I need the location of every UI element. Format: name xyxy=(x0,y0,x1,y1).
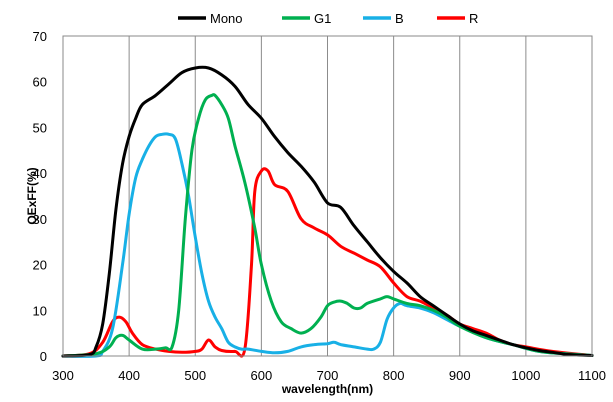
y-tick-label: 30 xyxy=(33,212,47,227)
y-tick-label: 60 xyxy=(33,75,47,90)
x-axis-title: wavelength(nm) xyxy=(281,382,373,396)
series-line-g1 xyxy=(61,93,594,358)
legend-label-mono: Mono xyxy=(210,11,243,26)
legend-label-b: B xyxy=(395,11,404,26)
x-tick-label: 900 xyxy=(449,368,471,383)
plot-area-frame xyxy=(62,35,593,357)
chart-legend: Mono G1 B R xyxy=(178,11,478,26)
y-axis-title: QExFF(%) xyxy=(25,167,39,224)
x-tick-label: 400 xyxy=(118,368,140,383)
y-tick-label: 0 xyxy=(40,349,47,364)
y-tick-label: 50 xyxy=(33,120,47,135)
legend-label-r: R xyxy=(469,11,478,26)
y-tick-label: 70 xyxy=(33,29,47,44)
y-axis-ticks: 0 10 20 30 40 50 60 70 xyxy=(33,29,47,364)
chart-grid xyxy=(128,36,527,356)
y-tick-label: 20 xyxy=(33,258,47,273)
x-tick-label: 500 xyxy=(184,368,206,383)
series-line-b xyxy=(61,132,594,358)
x-tick-label: 700 xyxy=(317,368,339,383)
y-tick-label: 40 xyxy=(33,166,47,181)
x-tick-label: 600 xyxy=(251,368,273,383)
x-tick-label: 800 xyxy=(383,368,405,383)
x-tick-label: 1100 xyxy=(578,368,606,383)
legend-label-g1: G1 xyxy=(314,11,331,26)
x-tick-label: 1000 xyxy=(511,368,540,383)
x-axis-ticks: 300 400 500 600 700 800 900 1000 1100 xyxy=(52,368,606,383)
x-tick-label: 300 xyxy=(52,368,74,383)
y-tick-label: 10 xyxy=(33,303,47,318)
series-line-mono xyxy=(61,65,594,358)
series-layer xyxy=(61,65,594,358)
